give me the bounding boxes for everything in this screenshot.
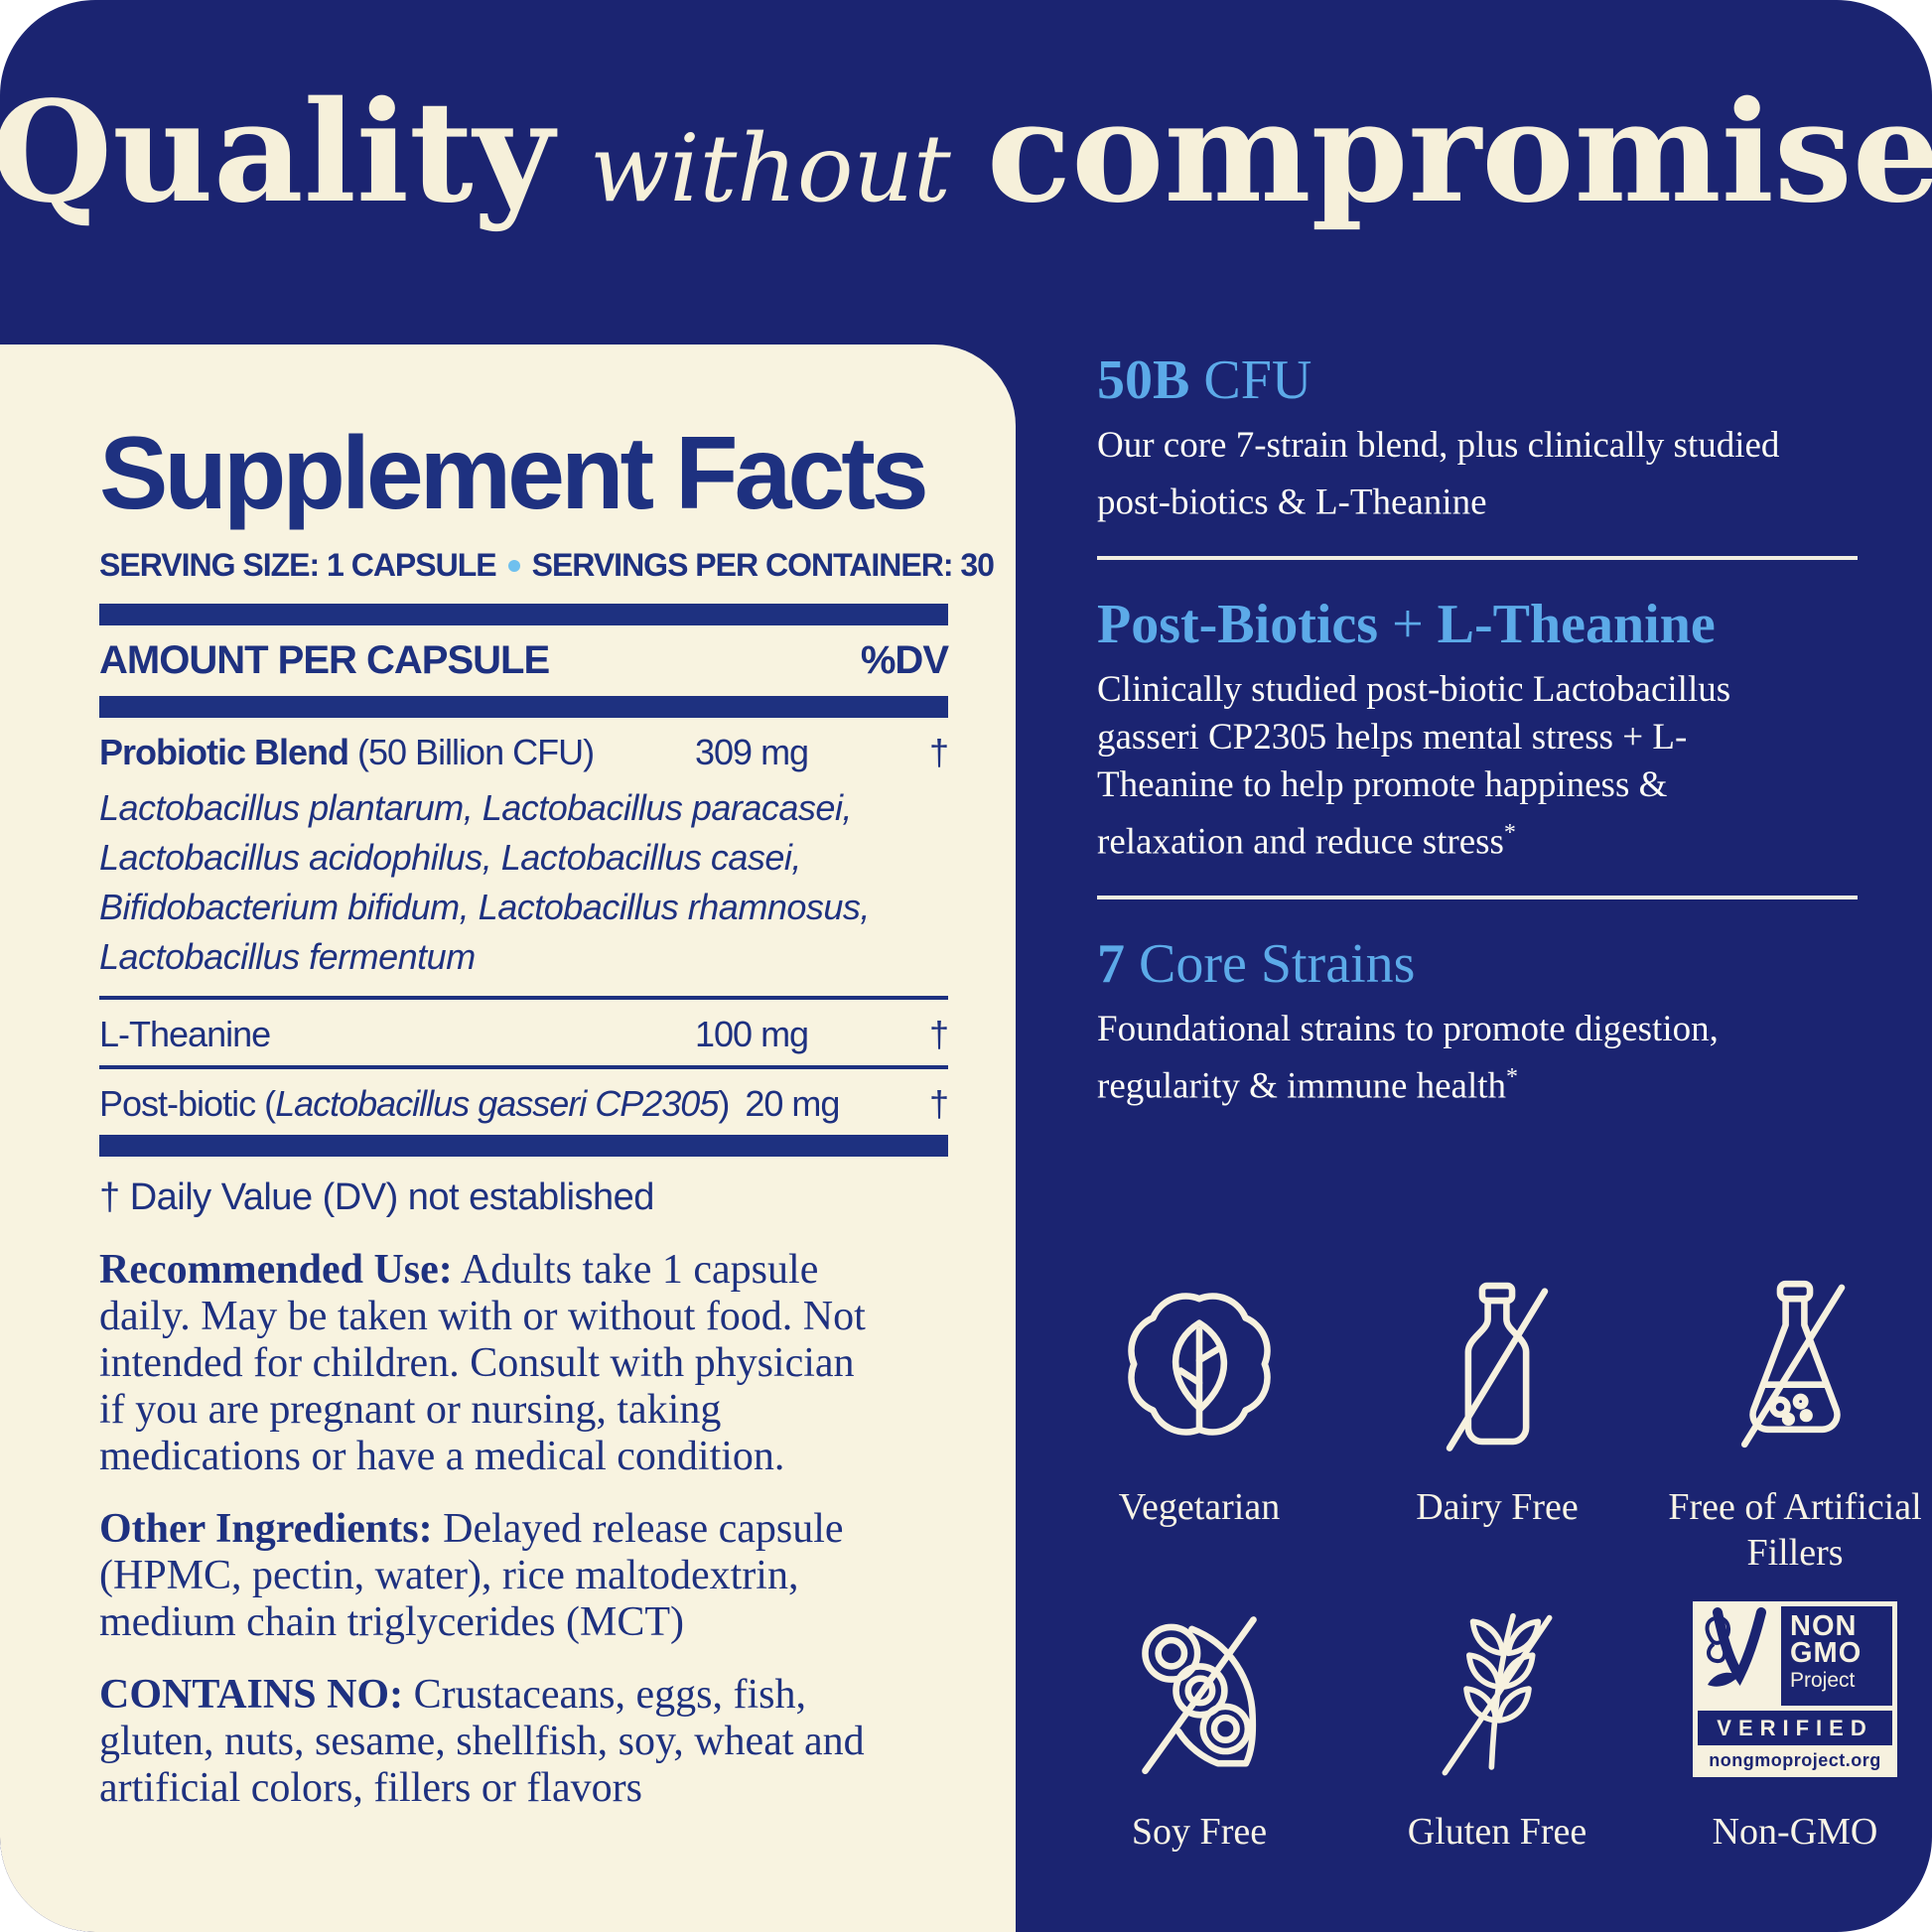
ingredient-name: Probiotic Blend (50 Billion CFU) xyxy=(99,732,595,772)
badge-label: Gluten Free xyxy=(1407,1811,1587,1854)
ingredient-amount: 309 mg xyxy=(695,732,809,772)
badge-free-of-artificial-fillers: Free of Artificial Fillers xyxy=(1646,1269,1932,1576)
no-gluten-wheat-icon xyxy=(1442,1613,1553,1776)
verified-band: VERIFIED xyxy=(1698,1710,1892,1745)
benefit-heading: 7 Core Strains xyxy=(1097,933,1416,996)
benefit-heading: Post-Biotics + L-Theanine xyxy=(1097,594,1716,656)
non-gmo-url: nongmoproject.org xyxy=(1709,1749,1881,1770)
headline: Quality without compromise xyxy=(0,83,1932,222)
benefit-body: Clinically studied post-biotic Lactobaci… xyxy=(1097,668,1731,863)
recommended-use-paragraph: Recommended Use: Adults take 1 capsule d… xyxy=(99,1247,866,1479)
ingredient-name: Post-biotic (Lactobacillus gasseri CP230… xyxy=(99,1083,730,1124)
badge-soy-free: Soy Free xyxy=(1050,1593,1348,1856)
table-row-probiotic-blend: Probiotic Blend (50 Billion CFU) 309 mg … xyxy=(99,718,949,783)
badge-label: Free of Artificial Fillers xyxy=(1668,1486,1922,1574)
benefit-50b-cfu: 50B CFU Our core 7-strain blend, plus cl… xyxy=(1097,349,1800,526)
benefit-7-core-strains: 7 Core Strains Foundational strains to p… xyxy=(1097,933,1800,1110)
section-divider xyxy=(1097,556,1858,561)
table-row-post-biotic: Post-biotic (Lactobacillus gasseri CP230… xyxy=(99,1069,949,1135)
no-flask-icon xyxy=(1740,1280,1846,1449)
badge-gluten-free: Gluten Free xyxy=(1348,1593,1646,1856)
headline-word-compromise: compromise xyxy=(986,71,1932,234)
strain-line: Bifidobacterium bifidum, Lactobacillus r… xyxy=(99,887,870,927)
non-gmo-line1: NON xyxy=(1790,1609,1858,1642)
servings-per-container: SERVINGS PER CONTAINER: 30 xyxy=(531,547,995,583)
ingredient-dv: † xyxy=(928,732,949,772)
supplement-facts-panel: Supplement Facts SERVING SIZE: 1 CAPSULE… xyxy=(0,345,1016,1932)
table-thin-rule xyxy=(99,996,948,1000)
butterfly-icon xyxy=(1698,1606,1781,1706)
benefit-body: Foundational strains to promote digestio… xyxy=(1097,1008,1719,1107)
non-gmo-line2: GMO xyxy=(1790,1637,1863,1670)
ingredient-amount: 100 mg xyxy=(695,1014,809,1054)
headline-word-without: without xyxy=(590,115,951,223)
benefit-heading: 50B CFU xyxy=(1097,349,1312,411)
badge-label: Non-GMO xyxy=(1712,1811,1878,1854)
section-divider xyxy=(1097,896,1858,900)
no-soy-pod-icon xyxy=(1142,1616,1257,1775)
benefit-body: Our core 7-strain blend, plus clinically… xyxy=(1097,424,1780,523)
supplement-facts-heading: Supplement Facts xyxy=(99,416,929,531)
badge-label: Soy Free xyxy=(1131,1811,1268,1854)
headline-word-quality: Quality xyxy=(0,71,555,234)
table-thick-rule xyxy=(99,696,948,718)
benefit-post-biotics: Post-Biotics + L-Theanine Clinically stu… xyxy=(1097,594,1800,866)
benefits-column: 50B CFU Our core 7-strain blend, plus cl… xyxy=(1097,349,1858,1110)
badge-non-gmo: NON GMO Project VERIFIED nongmoproject.o… xyxy=(1646,1593,1932,1856)
ingredient-dv: † xyxy=(928,1014,949,1054)
strain-line: Lactobacillus plantarum, Lactobacillus p… xyxy=(99,787,852,828)
table-header-row: AMOUNT PER CAPSULE %DV xyxy=(99,625,949,696)
table-row-l-theanine: L-Theanine 100 mg † xyxy=(99,1000,949,1065)
ingredient-dv: † xyxy=(928,1083,949,1124)
serving-line: SERVING SIZE: 1 CAPSULE SERVINGS PER CON… xyxy=(99,547,995,584)
table-thick-rule xyxy=(99,1135,948,1157)
strain-line: Lactobacillus fermentum xyxy=(99,936,476,977)
non-gmo-project-verified-badge: NON GMO Project VERIFIED nongmoproject.o… xyxy=(1693,1600,1897,1777)
table-thick-rule xyxy=(99,604,948,625)
badge-dairy-free: Dairy Free xyxy=(1348,1269,1646,1576)
dv-header: %DV xyxy=(860,638,949,682)
probiotic-strain-list: Lactobacillus plantarum, Lactobacillus p… xyxy=(99,783,948,996)
other-ingredients-paragraph: Other Ingredients: Delayed release capsu… xyxy=(99,1506,844,1645)
badge-vegetarian: Vegetarian xyxy=(1050,1269,1348,1576)
badge-label: Dairy Free xyxy=(1416,1486,1579,1528)
ingredient-amount: 20 mg xyxy=(745,1083,840,1124)
bullet-dot-icon xyxy=(507,559,520,572)
serving-size: SERVING SIZE: 1 CAPSULE xyxy=(99,547,497,583)
vegetarian-leaf-icon xyxy=(1128,1293,1271,1436)
ingredient-name: L-Theanine xyxy=(99,1014,271,1054)
strain-line: Lactobacillus acidophilus, Lactobacillus… xyxy=(99,837,801,878)
daily-value-footnote: † Daily Value (DV) not established xyxy=(99,1176,654,1218)
attribute-badges-grid: Vegetarian Dairy Free xyxy=(1050,1269,1922,1856)
table-thin-rule xyxy=(99,1065,948,1069)
contains-no-paragraph: CONTAINS NO: Crustaceans, eggs, fish, gl… xyxy=(99,1672,865,1811)
non-gmo-line3: Project xyxy=(1790,1668,1856,1692)
no-dairy-bottle-icon xyxy=(1446,1282,1549,1451)
amount-per-capsule-header: AMOUNT PER CAPSULE xyxy=(99,638,550,682)
badge-label: Vegetarian xyxy=(1118,1486,1281,1528)
